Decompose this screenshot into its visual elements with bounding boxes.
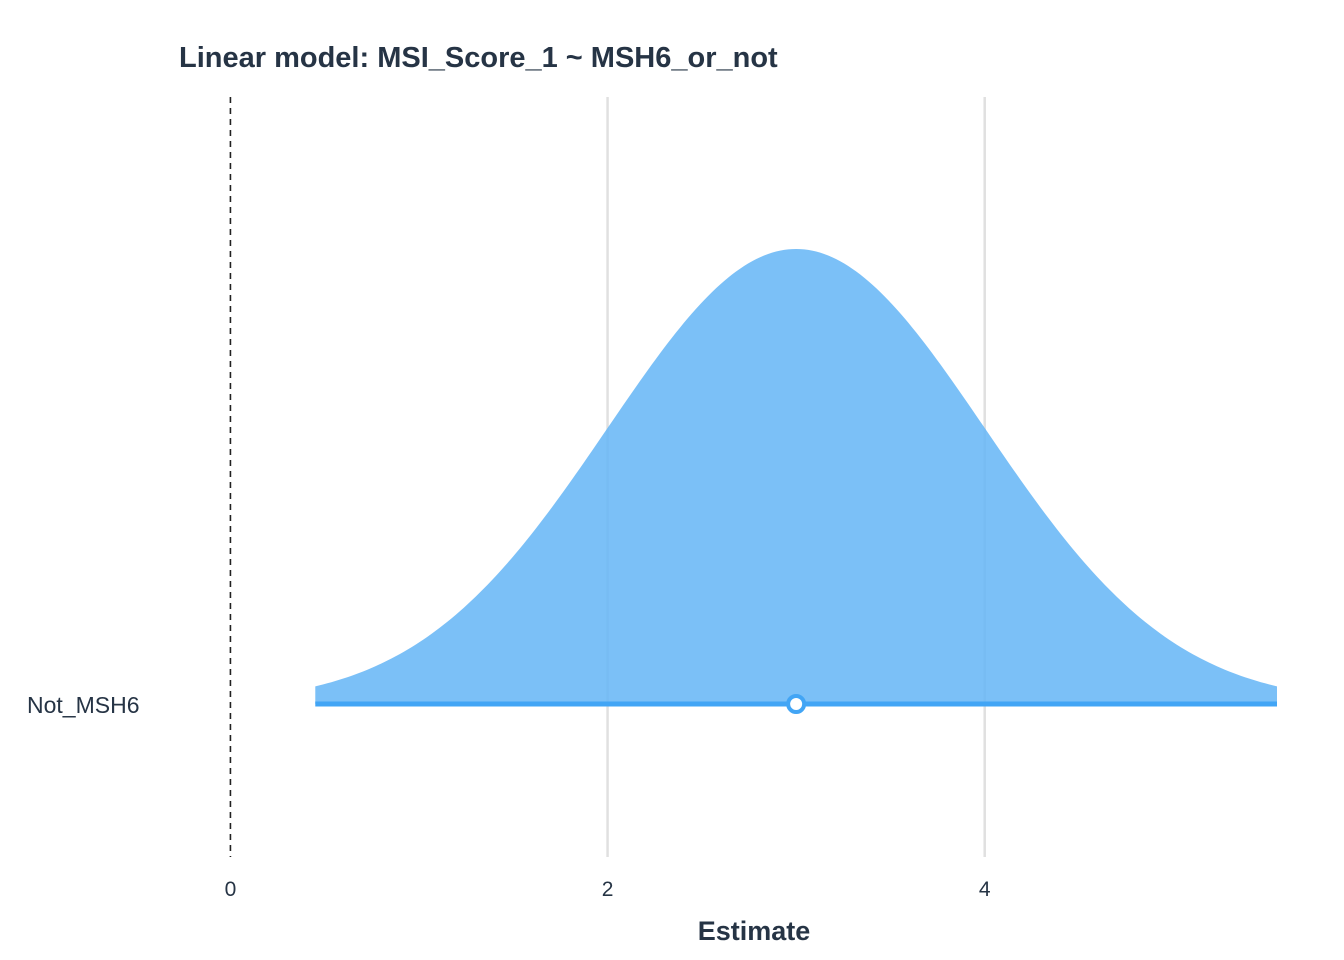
x-tick-label-2: 4 (979, 878, 991, 901)
x-axis-title: Estimate (698, 916, 811, 946)
marks-layer (315, 694, 1277, 714)
x-ticks: 0 2 4 (225, 878, 991, 901)
chart-title: Linear model: MSI_Score_1 ~ MSH6_or_not (179, 42, 778, 74)
density-area-0 (315, 249, 1277, 704)
x-tick-label-1: 2 (602, 878, 614, 901)
y-categories: Not_MSH6 (27, 692, 139, 718)
x-tick-label-0: 0 (225, 878, 237, 901)
estimate-point-0 (786, 694, 807, 714)
density-layer (315, 249, 1277, 704)
category-label-0: Not_MSH6 (27, 692, 139, 718)
